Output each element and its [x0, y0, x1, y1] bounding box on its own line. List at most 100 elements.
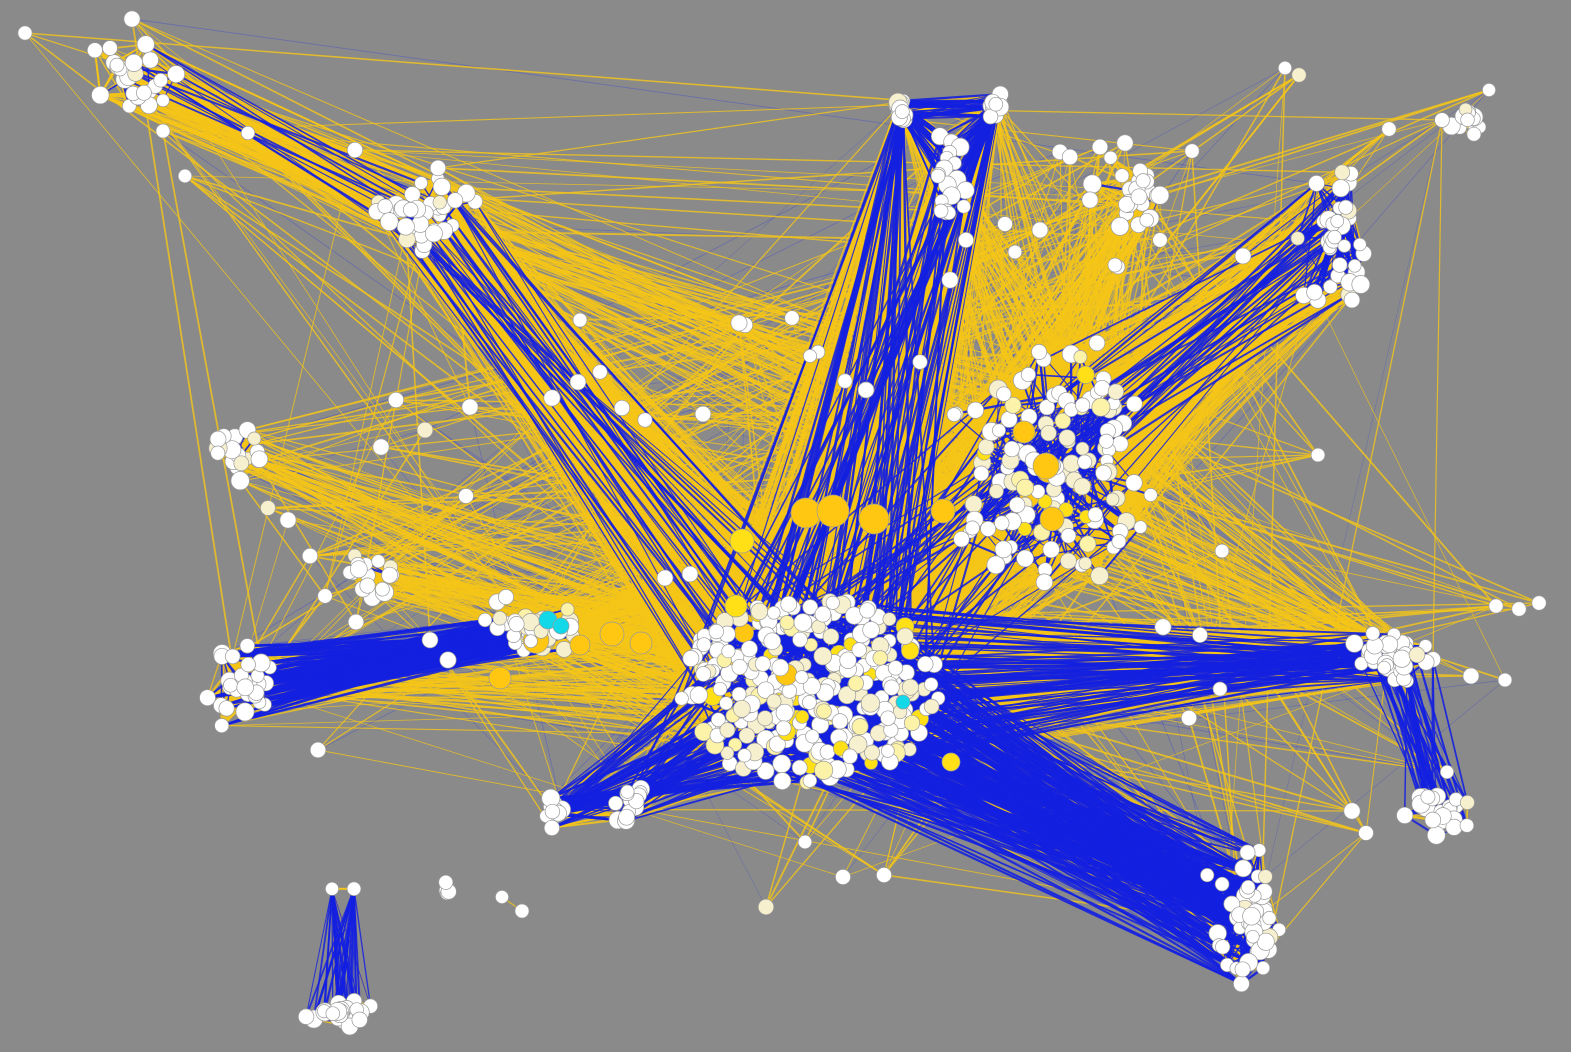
graph-node[interactable] — [1118, 196, 1135, 213]
graph-node[interactable] — [923, 698, 940, 715]
graph-node[interactable] — [1214, 876, 1230, 892]
graph-node-satellite[interactable] — [837, 373, 853, 389]
graph-node[interactable] — [1058, 429, 1076, 447]
graph-node[interactable] — [1420, 789, 1436, 805]
graph-node[interactable] — [1003, 440, 1020, 458]
graph-node-satellite[interactable] — [1497, 672, 1513, 688]
graph-node[interactable] — [156, 93, 170, 108]
graph-node[interactable] — [544, 803, 561, 820]
graph-node-hub[interactable] — [895, 694, 911, 710]
graph-node[interactable] — [1082, 174, 1102, 194]
graph-node[interactable] — [754, 655, 771, 672]
graph-node-hub[interactable] — [629, 631, 653, 655]
graph-node[interactable] — [141, 51, 159, 69]
graph-node-satellite[interactable] — [958, 232, 974, 248]
graph-node-hub[interactable] — [858, 503, 890, 535]
graph-node[interactable] — [1040, 424, 1057, 442]
graph-node[interactable] — [696, 637, 712, 653]
graph-node-satellite[interactable] — [1152, 232, 1168, 248]
graph-node[interactable] — [781, 683, 798, 699]
graph-node-satellite[interactable] — [301, 547, 319, 565]
graph-node[interactable] — [737, 748, 752, 763]
graph-node-satellite[interactable] — [1343, 802, 1361, 820]
graph-node[interactable] — [674, 691, 689, 706]
graph-node[interactable] — [805, 729, 820, 744]
graph-node[interactable] — [1090, 566, 1109, 586]
graph-node[interactable] — [872, 650, 888, 666]
graph-node[interactable] — [297, 1008, 315, 1025]
graph-node-satellite[interactable] — [240, 125, 256, 141]
graph-node[interactable] — [1332, 257, 1348, 273]
graph-node-satellite[interactable] — [1007, 244, 1023, 260]
graph-node[interactable] — [524, 634, 538, 649]
graph-node-satellite[interactable] — [941, 271, 959, 289]
graph-node[interactable] — [768, 735, 786, 753]
graph-node[interactable] — [887, 660, 904, 676]
graph-node[interactable] — [432, 177, 451, 196]
graph-node[interactable] — [1466, 126, 1482, 142]
graph-node[interactable] — [1130, 188, 1148, 206]
graph-node[interactable] — [802, 677, 821, 696]
graph-node-satellite[interactable] — [1192, 627, 1208, 643]
graph-node[interactable] — [1105, 492, 1120, 507]
graph-node[interactable] — [381, 566, 398, 584]
graph-node[interactable] — [767, 606, 781, 620]
graph-node-satellite[interactable] — [309, 741, 327, 759]
graph-node[interactable] — [779, 615, 795, 631]
graph-node[interactable] — [731, 658, 748, 676]
graph-node-satellite[interactable] — [797, 834, 813, 850]
graph-node[interactable] — [620, 784, 635, 799]
graph-node[interactable] — [555, 641, 573, 658]
graph-node[interactable] — [153, 73, 168, 88]
graph-node[interactable] — [831, 713, 849, 730]
graph-node[interactable] — [543, 819, 560, 836]
graph-node[interactable] — [1008, 496, 1026, 514]
graph-node[interactable] — [773, 772, 792, 791]
graph-node[interactable] — [209, 430, 227, 448]
graph-node[interactable] — [1353, 237, 1367, 252]
graph-node[interactable] — [1075, 441, 1090, 456]
graph-node[interactable] — [371, 554, 386, 569]
graph-node-satellite[interactable] — [1531, 595, 1547, 611]
graph-node[interactable] — [721, 644, 736, 659]
graph-node-satellite[interactable] — [372, 438, 390, 456]
graph-node[interactable] — [447, 192, 464, 209]
graph-node[interactable] — [239, 638, 255, 654]
graph-node[interactable] — [1234, 961, 1251, 978]
graph-node[interactable] — [495, 890, 509, 904]
graph-node[interactable] — [1075, 397, 1091, 413]
graph-node-satellite[interactable] — [1154, 618, 1172, 636]
graph-node-hub[interactable] — [1012, 420, 1036, 444]
graph-node-satellite[interactable] — [803, 349, 817, 363]
graph-node[interactable] — [199, 689, 216, 707]
graph-node-satellite[interactable] — [912, 354, 928, 370]
graph-node[interactable] — [802, 599, 819, 615]
graph-node[interactable] — [1037, 494, 1053, 509]
graph-node[interactable] — [1073, 350, 1088, 364]
graph-node[interactable] — [136, 35, 155, 54]
graph-node[interactable] — [819, 744, 836, 760]
graph-node-hub[interactable] — [599, 621, 625, 647]
graph-node-satellite[interactable] — [17, 25, 33, 41]
graph-node-hub[interactable] — [552, 617, 570, 635]
graph-node-satellite[interactable] — [930, 168, 946, 184]
graph-node[interactable] — [894, 104, 910, 119]
graph-node-satellite[interactable] — [1212, 681, 1228, 697]
graph-node[interactable] — [1338, 199, 1354, 215]
graph-node-satellite[interactable] — [1381, 121, 1397, 137]
graph-node[interactable] — [1262, 911, 1277, 926]
graph-node-satellite[interactable] — [317, 588, 333, 604]
graph-node[interactable] — [986, 555, 1006, 575]
graph-node[interactable] — [862, 621, 880, 639]
graph-node-satellite[interactable] — [1358, 825, 1374, 841]
graph-node[interactable] — [1308, 175, 1325, 192]
graph-node[interactable] — [992, 423, 1006, 438]
graph-node[interactable] — [247, 431, 262, 446]
graph-node[interactable] — [719, 696, 734, 711]
graph-node-satellite[interactable] — [498, 589, 514, 605]
graph-node[interactable] — [780, 595, 798, 613]
graph-node[interactable] — [842, 748, 858, 765]
graph-node[interactable] — [492, 610, 508, 626]
graph-node[interactable] — [1459, 795, 1475, 810]
graph-node-satellite[interactable] — [933, 203, 949, 219]
